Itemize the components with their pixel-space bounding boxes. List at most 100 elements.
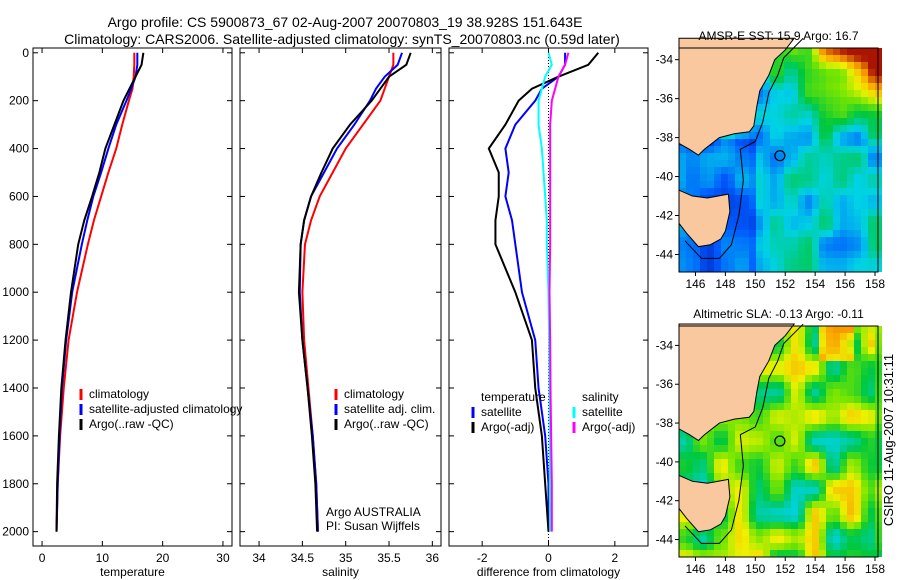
map-cell bbox=[700, 536, 707, 543]
map-cell bbox=[679, 536, 686, 543]
x-tick-label: 158 bbox=[865, 277, 885, 291]
map-cell bbox=[847, 160, 854, 167]
map-cell bbox=[826, 118, 833, 125]
map-cell bbox=[742, 487, 749, 494]
map-cell bbox=[840, 410, 847, 417]
map-cell bbox=[861, 48, 868, 55]
map-cell bbox=[868, 125, 875, 132]
map-cell bbox=[791, 216, 798, 223]
map-cell bbox=[847, 424, 854, 431]
map-cell bbox=[798, 340, 805, 347]
map-cell bbox=[840, 83, 847, 90]
map-cell bbox=[861, 132, 868, 139]
legend-label: Argo(..raw -QC) bbox=[89, 417, 174, 431]
climatology-line bbox=[55, 52, 136, 532]
map-cell bbox=[854, 132, 861, 139]
map-cell bbox=[686, 550, 693, 557]
map-cell bbox=[847, 111, 854, 118]
map-cell bbox=[868, 459, 875, 466]
map-cell bbox=[833, 62, 840, 69]
map-cell bbox=[854, 410, 861, 417]
map-cell bbox=[868, 181, 875, 188]
y-tick-label: -44 bbox=[656, 533, 674, 547]
map-cell bbox=[756, 515, 763, 522]
map-cell bbox=[812, 216, 819, 223]
map-cell bbox=[770, 347, 777, 354]
map-cell bbox=[847, 223, 854, 230]
climatology-line bbox=[301, 52, 395, 532]
map-cell bbox=[847, 167, 854, 174]
map-cell bbox=[819, 501, 826, 508]
map-cell bbox=[805, 424, 812, 431]
map-cell bbox=[854, 368, 861, 375]
map-cell bbox=[735, 487, 742, 494]
map-cell bbox=[756, 251, 763, 258]
y-tick-label: -42 bbox=[656, 494, 674, 508]
map-cell bbox=[756, 529, 763, 536]
map-cell bbox=[749, 160, 756, 167]
map-cell bbox=[805, 265, 812, 272]
map-cell bbox=[728, 550, 735, 557]
map-cell bbox=[840, 417, 847, 424]
map-cell bbox=[791, 125, 798, 132]
map-cell bbox=[798, 354, 805, 361]
map-cell bbox=[763, 160, 770, 167]
map-cell bbox=[777, 501, 784, 508]
map-cell bbox=[840, 536, 847, 543]
map-cell bbox=[847, 438, 854, 445]
map-cell bbox=[826, 62, 833, 69]
salinity-panel: 34 34.5 35 35.5 36 salinity climatologysatelli… bbox=[239, 47, 442, 579]
map-cell bbox=[847, 368, 854, 375]
map-cell bbox=[707, 160, 714, 167]
map-cell bbox=[826, 125, 833, 132]
map-cell bbox=[798, 258, 805, 265]
map-cell bbox=[819, 340, 826, 347]
map-cell bbox=[805, 508, 812, 515]
map-cell bbox=[784, 473, 791, 480]
map-cell bbox=[791, 146, 798, 153]
map-cell bbox=[833, 515, 840, 522]
map-cell bbox=[798, 174, 805, 181]
map-cell bbox=[770, 90, 777, 97]
map-cell bbox=[861, 431, 868, 438]
map-cell bbox=[840, 104, 847, 111]
map-cell bbox=[805, 139, 812, 146]
map-cell bbox=[826, 403, 833, 410]
map-cell bbox=[770, 97, 777, 104]
y-tick-label: -42 bbox=[656, 209, 674, 223]
argo-float-marker bbox=[774, 150, 786, 162]
map-cell bbox=[721, 174, 728, 181]
map-cell bbox=[777, 202, 784, 209]
map-cell bbox=[777, 167, 784, 174]
map-cell bbox=[868, 174, 875, 181]
map-cell bbox=[777, 410, 784, 417]
map-cell bbox=[854, 536, 861, 543]
map-cell bbox=[840, 522, 847, 529]
map-cell bbox=[756, 223, 763, 230]
map-cell bbox=[763, 459, 770, 466]
map-cell bbox=[777, 522, 784, 529]
map-cell bbox=[847, 181, 854, 188]
map-cell bbox=[679, 452, 686, 459]
map-cell bbox=[798, 487, 805, 494]
map-cell bbox=[805, 251, 812, 258]
map-cell bbox=[686, 160, 693, 167]
map-title: AMSR-E SST: 15.9 Argo: 16.7 bbox=[698, 29, 858, 43]
map-cell bbox=[833, 195, 840, 202]
map-cell bbox=[833, 431, 840, 438]
map-cell bbox=[728, 146, 735, 153]
map-cell bbox=[833, 347, 840, 354]
map-cell bbox=[784, 258, 791, 265]
map-cell bbox=[714, 181, 721, 188]
map-cell bbox=[805, 403, 812, 410]
map-cell bbox=[735, 417, 742, 424]
map-cell bbox=[847, 237, 854, 244]
map-cell bbox=[749, 550, 756, 557]
map-cell bbox=[840, 445, 847, 452]
map-cell bbox=[784, 83, 791, 90]
map-cell bbox=[812, 382, 819, 389]
map-cell bbox=[763, 368, 770, 375]
map-cell bbox=[763, 118, 770, 125]
map-cell bbox=[707, 251, 714, 258]
map-cell bbox=[826, 90, 833, 97]
